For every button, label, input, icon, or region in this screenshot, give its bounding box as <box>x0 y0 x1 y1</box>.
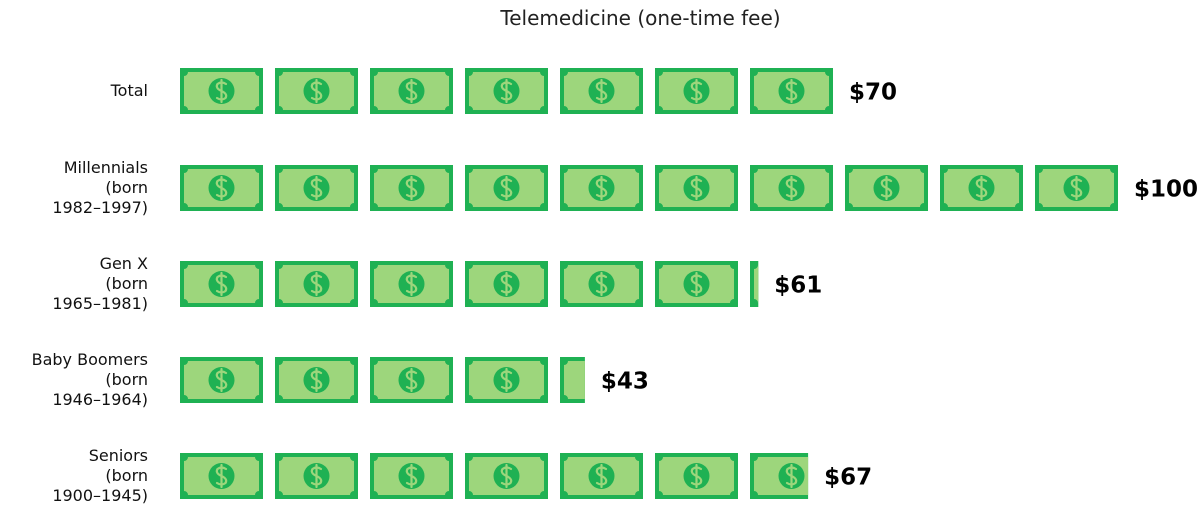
value-label: $61 <box>774 273 822 299</box>
bill-icon <box>180 163 265 213</box>
bill-icon <box>653 451 740 501</box>
bill-icon <box>748 451 809 501</box>
bill-icon <box>180 259 265 309</box>
bill-icon <box>273 451 360 501</box>
bill-icon <box>273 66 360 116</box>
bill-icon <box>1035 68 1118 114</box>
category-label: Baby Boomers (born 1946–1964) <box>31 350 148 409</box>
category-label: Gen X (born 1965–1981) <box>52 254 148 313</box>
bill-icon <box>940 68 1023 114</box>
bill-icon <box>463 66 550 116</box>
bill-icon <box>368 66 455 116</box>
bill-icon <box>653 66 740 116</box>
bill-icon <box>845 261 928 307</box>
bill-icon <box>463 259 550 309</box>
bill-bar <box>180 451 1118 501</box>
bill-icon <box>273 163 360 213</box>
bill-icon <box>463 451 550 501</box>
bill-bar <box>180 163 1118 213</box>
bill-icon <box>180 451 265 501</box>
bill-icon <box>558 259 645 309</box>
bill-icon <box>655 357 738 403</box>
bill-icon <box>180 355 265 405</box>
value-label: $100 <box>1134 177 1198 203</box>
bill-icon <box>1033 163 1118 213</box>
bill-icon <box>748 66 833 116</box>
bill-icon <box>845 357 928 403</box>
bill-icon <box>463 355 550 405</box>
bill-icon <box>748 163 835 213</box>
bill-icon <box>273 355 360 405</box>
bill-bar <box>180 355 1118 405</box>
bill-bar <box>180 259 1118 309</box>
bill-icon <box>368 451 455 501</box>
bill-icon <box>1035 261 1118 307</box>
category-label: Seniors (born 1900–1945) <box>52 446 148 505</box>
chart-title: Telemedicine (one-time fee) <box>500 6 781 30</box>
bill-icon <box>843 163 930 213</box>
bill-icon <box>1035 357 1118 403</box>
bill-icon <box>463 163 550 213</box>
category-label: Millennials (born 1982–1997) <box>52 158 148 217</box>
bill-icon <box>273 259 360 309</box>
bill-icon <box>938 163 1025 213</box>
bill-icon <box>368 163 455 213</box>
bill-icon <box>653 259 740 309</box>
value-label: $43 <box>601 369 649 395</box>
bill-icon <box>940 261 1023 307</box>
bill-icon <box>368 259 455 309</box>
bill-icon <box>558 66 645 116</box>
bill-icon <box>180 66 265 116</box>
bill-icon <box>940 453 1023 499</box>
bill-icon <box>368 355 455 405</box>
bill-icon <box>940 357 1023 403</box>
bill-icon <box>653 163 740 213</box>
bill-icon <box>750 357 833 403</box>
bill-icon <box>558 451 645 501</box>
bill-icon <box>558 163 645 213</box>
category-label: Total <box>110 81 148 100</box>
bill-icon <box>1035 453 1118 499</box>
value-label: $70 <box>849 80 897 106</box>
bill-bar <box>180 66 1118 116</box>
value-label: $67 <box>824 465 872 491</box>
